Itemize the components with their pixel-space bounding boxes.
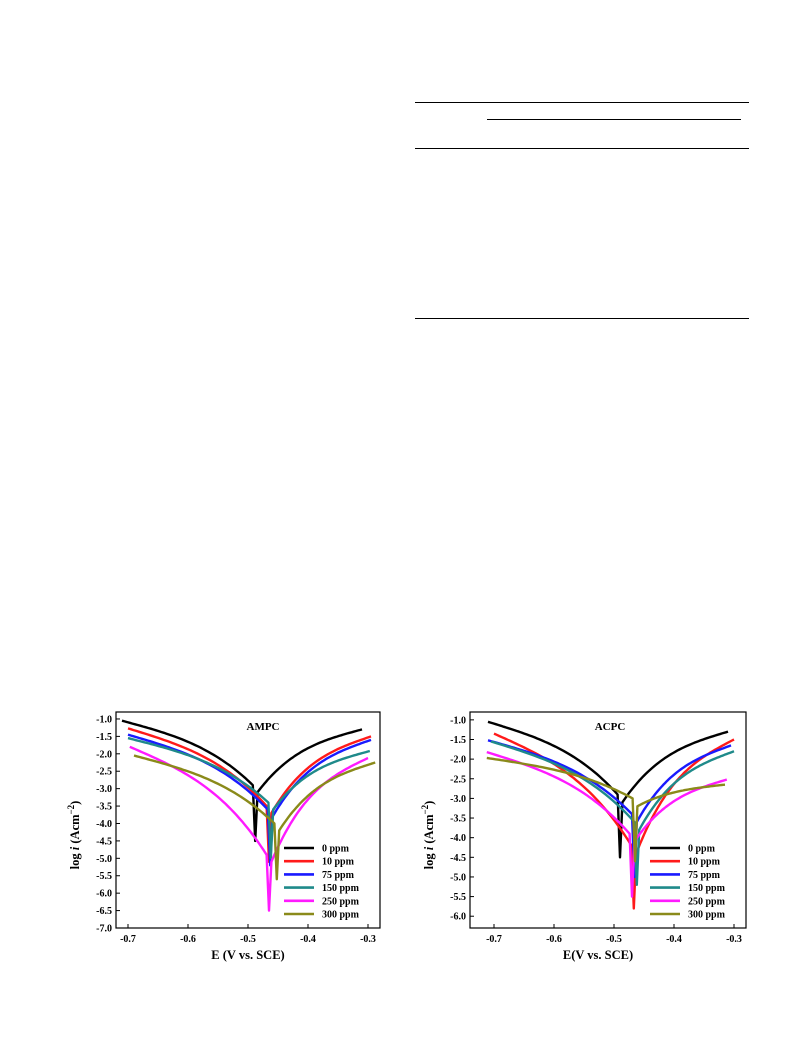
y-tick-label: -5.5 — [450, 892, 466, 903]
series-line — [133, 754, 376, 881]
y-tick-label: -3.5 — [96, 802, 112, 813]
x-tick-label: -0.6 — [546, 934, 562, 945]
legend-label: 250 ppm — [322, 896, 360, 907]
series-line — [486, 750, 728, 898]
y-tick-label: -4.5 — [96, 836, 112, 847]
table-header-rule — [415, 148, 749, 149]
legend-label: 150 ppm — [322, 883, 360, 894]
y-tick-label: -3.5 — [450, 814, 466, 825]
series-line — [487, 720, 729, 859]
series-line — [121, 719, 363, 843]
y-tick-label: -7.0 — [96, 924, 112, 935]
y-tick-label: -2.5 — [450, 774, 466, 785]
y-tick-label: -4.5 — [450, 853, 466, 864]
y-tick-label: -3.0 — [450, 794, 466, 805]
y-tick-label: -1.0 — [450, 715, 466, 726]
y-tick-label: -2.0 — [450, 755, 466, 766]
y-tick-label: -6.0 — [96, 889, 112, 900]
x-tick-label: -0.4 — [300, 934, 316, 945]
axis-ticks: -0.7 -0.6 -0.5 -0.4 -0.3 -1.0 -1.5 -2.0 -2.5 -3.0… — [450, 715, 742, 945]
table-top-rule — [415, 102, 749, 103]
x-tick-label: -0.7 — [120, 934, 136, 945]
table-bottom-rule — [415, 318, 749, 319]
x-tick-label: -0.4 — [666, 934, 682, 945]
x-tick-label: -0.7 — [486, 934, 502, 945]
legend-label: 10 ppm — [688, 857, 721, 868]
y-tick-label: -2.5 — [96, 767, 112, 778]
x-tick-label: -0.3 — [360, 934, 376, 945]
series-line — [486, 756, 726, 863]
chart-title: AMPC — [247, 721, 280, 733]
x-axis-label: E (V vs. SCE) — [211, 948, 284, 962]
legend-label: 75 ppm — [688, 870, 721, 881]
table-subheader-rule — [487, 119, 741, 120]
chart-title: ACPC — [595, 721, 626, 733]
y-tick-label: -1.0 — [96, 714, 112, 725]
x-tick-label: -0.5 — [240, 934, 256, 945]
legend-label: 300 ppm — [322, 910, 360, 921]
y-tick-label: -4.0 — [450, 833, 466, 844]
legend-label: 0 ppm — [688, 844, 716, 855]
y-tick-label: -3.0 — [96, 784, 112, 795]
axis-ticks: -0.7 -0.6 -0.5 -0.4 -0.3 -1.0 -1.5 -2.0 -2.5 -3.0… — [96, 714, 376, 945]
y-tick-label: -4.0 — [96, 819, 112, 830]
plot-frame — [469, 711, 747, 929]
y-tick-label: -2.0 — [96, 749, 112, 760]
y-tick-label: -5.0 — [450, 872, 466, 883]
legend: 0 ppm 10 ppm 75 ppm 150 ppm 250 ppm 300 ppm — [650, 844, 726, 921]
chart-acpc: -0.7 -0.6 -0.5 -0.4 -0.3 -1.0 -1.5 -2.0 -2.5 -3.0… — [420, 711, 747, 962]
legend-label: 10 ppm — [322, 857, 355, 868]
x-tick-label: -0.5 — [606, 934, 622, 945]
chart-ampc: -0.7 -0.6 -0.5 -0.4 -0.3 -1.0 -1.5 -2.0 -2.5 -3.0… — [66, 711, 381, 962]
x-tick-label: -0.3 — [726, 934, 742, 945]
polarization-curves — [486, 720, 735, 910]
polarization-curves — [121, 719, 376, 912]
legend-label: 250 ppm — [688, 896, 726, 907]
y-tick-label: -6.0 — [450, 912, 466, 923]
y-tick-label: -1.5 — [450, 735, 466, 746]
y-tick-label: -1.5 — [96, 732, 112, 743]
legend: 0 ppm 10 ppm 75 ppm 150 ppm 250 ppm 300 ppm — [284, 844, 360, 921]
series-line — [487, 739, 732, 879]
y-axis-label: log i (Acm−2) — [66, 801, 82, 870]
y-tick-label: -6.5 — [96, 906, 112, 917]
legend-label: 150 ppm — [688, 883, 726, 894]
series-line — [127, 736, 371, 860]
legend-label: 75 ppm — [322, 870, 355, 881]
y-tick-label: -5.5 — [96, 871, 112, 882]
legend-label: 300 ppm — [688, 910, 726, 921]
x-tick-label: -0.6 — [180, 934, 196, 945]
series-line — [490, 740, 735, 886]
y-tick-label: -5.0 — [96, 854, 112, 865]
x-axis-label: E(V vs. SCE) — [563, 948, 633, 962]
legend-label: 0 ppm — [322, 844, 350, 855]
y-axis-label: log i (Acm−2) — [420, 801, 436, 870]
